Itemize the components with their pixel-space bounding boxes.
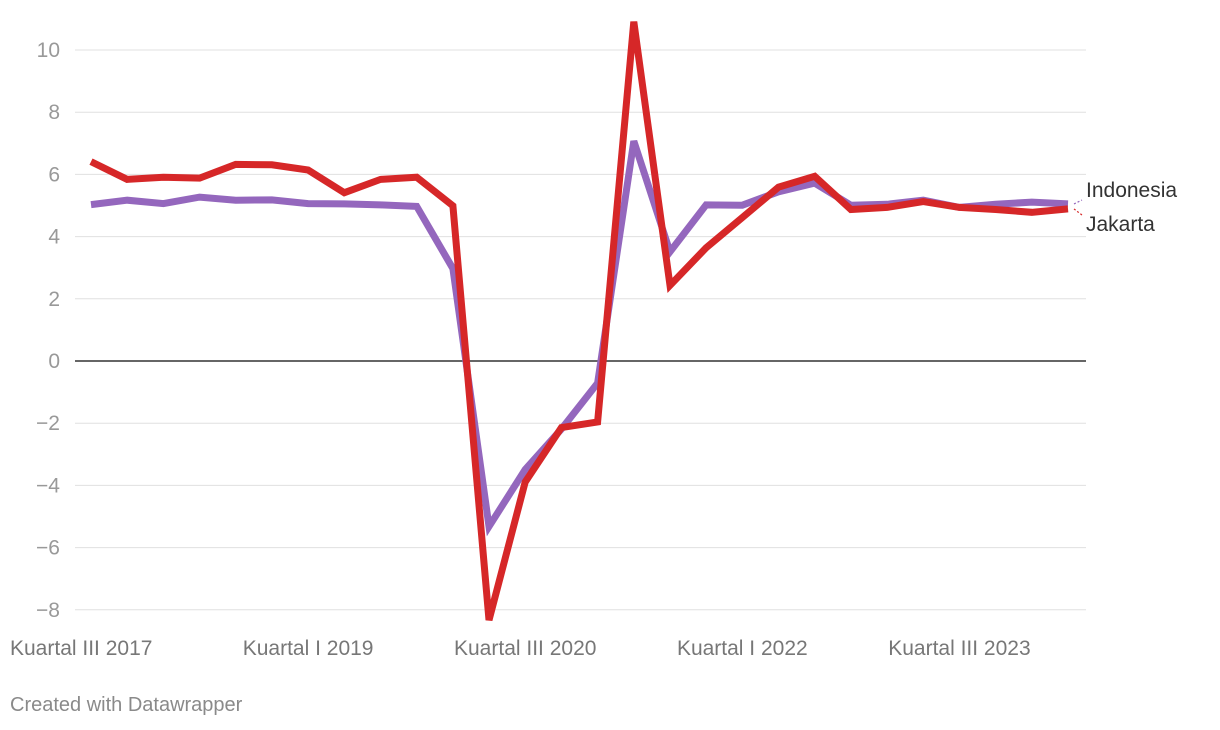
x-tick-label: Kuartal III 2023	[888, 637, 1030, 660]
series-label-indonesia: Indonesia	[1086, 179, 1177, 202]
y-tick-label: −8	[36, 599, 60, 622]
y-tick-label: 2	[48, 288, 60, 311]
y-axis-ticks: −8 −6 −4 −2 0 2 4 6 8 10	[36, 39, 60, 622]
series-label-jakarta: Jakarta	[1086, 213, 1155, 236]
datawrapper-credit: Created with Datawrapper	[10, 694, 243, 716]
gridlines	[75, 49, 1086, 611]
y-tick-label: 8	[48, 101, 60, 124]
series-labels: Indonesia Jakarta	[1073, 179, 1177, 236]
y-tick-label: 6	[48, 163, 60, 186]
x-tick-label: Kuartal III 2020	[454, 637, 596, 660]
x-tick-label: Kuartal III 2017	[10, 637, 152, 660]
y-tick-label: 0	[48, 350, 60, 373]
y-tick-label: 10	[37, 39, 60, 62]
x-tick-label: Kuartal I 2022	[677, 637, 808, 660]
x-tick-label: Kuartal I 2019	[243, 637, 374, 660]
series-line-jakarta	[89, 21, 1069, 621]
y-tick-label: −6	[36, 537, 60, 560]
series-lines	[89, 21, 1069, 621]
y-tick-label: −4	[36, 474, 60, 497]
x-axis-ticks: Kuartal III 2017 Kuartal I 2019 Kuartal II…	[10, 637, 1031, 660]
y-tick-label: −2	[36, 412, 60, 435]
series-label-connector	[1073, 208, 1083, 216]
y-tick-label: 4	[48, 226, 60, 249]
series-label-connector	[1073, 199, 1083, 205]
